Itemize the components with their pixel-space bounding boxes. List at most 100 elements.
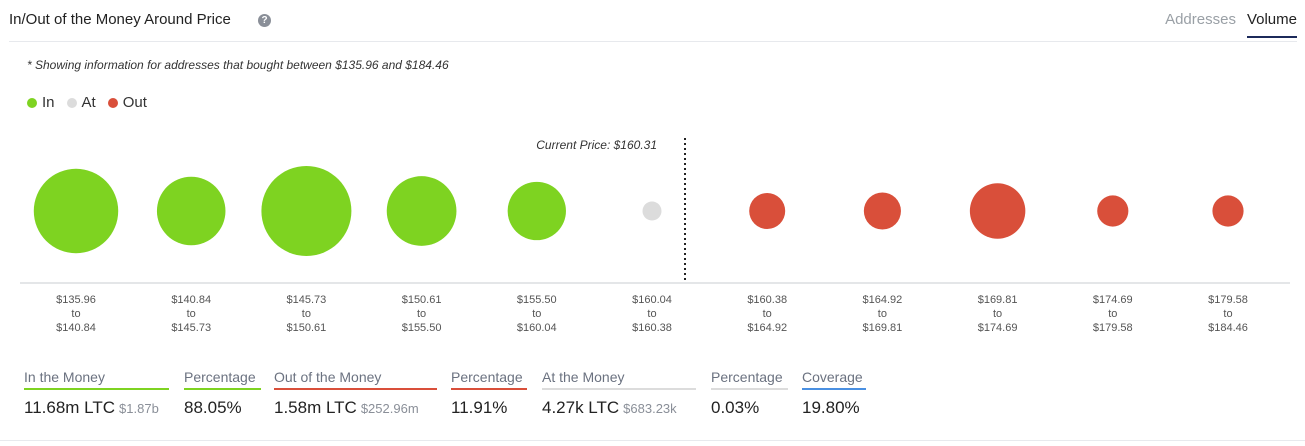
stat-underline	[274, 388, 437, 390]
footer-divider	[0, 440, 1305, 441]
stat-value: 19.80%	[802, 398, 866, 418]
stat-label: In the Money	[24, 369, 105, 385]
tab-addresses[interactable]: Addresses	[1165, 11, 1236, 28]
tick-label-from: $169.81	[978, 294, 1018, 306]
tick-label-to-word: to	[532, 308, 541, 320]
tick-label-from: $140.84	[171, 294, 211, 306]
stat-value: 88.05%	[184, 398, 261, 418]
legend-dot-out	[107, 97, 118, 108]
stat-label: At the Money	[542, 369, 625, 385]
stat-underline	[451, 388, 527, 390]
tick-label-from: $174.69	[1093, 294, 1133, 306]
help-icon[interactable]: ?	[258, 14, 271, 27]
stat-in-the-money: In the Money 11.68m LTC $1.87b	[24, 369, 169, 418]
legend-label-at: At	[81, 94, 96, 111]
tick-label-to-word: to	[302, 308, 311, 320]
legend-item-out[interactable]: Out	[107, 94, 147, 111]
stat-sub-value: $1.87b	[119, 401, 159, 416]
stat-underline	[711, 388, 788, 390]
stat-in-percentage: Percentage 88.05%	[184, 369, 261, 418]
bubble-in[interactable]	[261, 166, 352, 256]
header-divider	[9, 41, 1297, 42]
stat-main-value: 1.58m LTC	[274, 398, 357, 417]
stat-out-percentage: Percentage 11.91%	[451, 369, 527, 418]
tick-label-to: $140.84	[56, 322, 96, 334]
tick-label-to-word: to	[1108, 308, 1117, 320]
stat-coverage: Coverage 19.80%	[802, 369, 866, 418]
tick-label-from: $150.61	[402, 294, 442, 306]
legend-label-out: Out	[122, 94, 147, 111]
tick-label-from: $160.04	[632, 294, 672, 306]
bubble-in[interactable]	[507, 181, 566, 241]
stat-at-the-money: At the Money 4.27k LTC $683.23k	[542, 369, 696, 418]
stat-label: Coverage	[802, 369, 863, 385]
tick-label-from: $179.58	[1208, 294, 1248, 306]
tick-label-to: $160.04	[517, 322, 557, 334]
stat-main-value: 19.80%	[802, 398, 860, 417]
stat-main-value: 88.05%	[184, 398, 242, 417]
stat-value: 0.03%	[711, 398, 788, 418]
stat-out-of-the-money: Out of the Money 1.58m LTC $252.96m	[274, 369, 437, 418]
stat-value: 11.68m LTC $1.87b	[24, 398, 169, 418]
tick-label-to-word: to	[993, 308, 1002, 320]
stat-main-value: 11.68m LTC	[24, 398, 116, 417]
tick-label-to: $164.92	[747, 322, 787, 334]
view-tabs: Addresses Volume	[1154, 11, 1297, 38]
page-title: In/Out of the Money Around Price	[9, 11, 231, 28]
tick-label-to-word: to	[763, 308, 772, 320]
bubble-out[interactable]	[1097, 195, 1129, 227]
stat-label: Percentage	[184, 369, 256, 385]
bubble-chart: Current Price: $160.31 $135.96 to $140.84 $1…	[20, 138, 1290, 334]
tick-label-to-word: to	[1223, 308, 1232, 320]
tick-label-from: $145.73	[287, 294, 327, 306]
bubble-at[interactable]	[642, 201, 662, 221]
tick-label-from: $155.50	[517, 294, 557, 306]
stat-underline	[802, 388, 866, 390]
tick-label-to: $169.81	[863, 322, 903, 334]
range-note: * Showing information for addresses that…	[27, 58, 449, 72]
stat-value: 1.58m LTC $252.96m	[274, 398, 437, 418]
legend-dot-at	[66, 97, 77, 108]
bubble-in[interactable]	[156, 176, 226, 246]
tick-label-to-word: to	[71, 308, 80, 320]
stat-label: Out of the Money	[274, 369, 382, 385]
stat-label: Percentage	[711, 369, 783, 385]
tick-label-to: $155.50	[402, 322, 442, 334]
legend-item-in[interactable]: In	[27, 94, 55, 111]
tab-volume[interactable]: Volume	[1246, 11, 1297, 38]
legend-dot-in	[27, 97, 37, 108]
tick-label-to: $179.58	[1093, 322, 1133, 334]
bubble-in[interactable]	[33, 168, 119, 254]
legend-item-at[interactable]: At	[66, 94, 96, 111]
current-price-label: Current Price: $160.31	[536, 138, 657, 152]
stat-at-percentage: Percentage 0.03%	[711, 369, 788, 418]
bubble-out[interactable]	[863, 192, 901, 230]
stat-main-value: 11.91%	[451, 398, 508, 417]
tick-label-to-word: to	[878, 308, 887, 320]
tick-label-to-word: to	[187, 308, 196, 320]
stat-underline	[184, 388, 261, 390]
tick-label-from: $160.38	[747, 294, 787, 306]
stat-value: 11.91%	[451, 398, 527, 418]
bubble-out[interactable]	[1212, 195, 1244, 227]
bubble-out[interactable]	[749, 193, 786, 229]
tick-label-from: $135.96	[56, 294, 96, 306]
bubble-out[interactable]	[969, 183, 1026, 239]
tick-label-to: $150.61	[287, 322, 327, 334]
tick-label-to: $145.73	[171, 322, 211, 334]
legend-label-in: In	[42, 94, 55, 111]
tick-label-to-word: to	[647, 308, 656, 320]
tick-label-to: $160.38	[632, 322, 672, 334]
stat-value: 4.27k LTC $683.23k	[542, 398, 696, 418]
stat-main-value: 4.27k LTC	[542, 398, 620, 417]
stat-underline	[24, 388, 169, 390]
tick-label-from: $164.92	[863, 294, 903, 306]
stat-sub-value: $683.23k	[623, 401, 677, 416]
stat-main-value: 0.03%	[711, 398, 760, 417]
bubble-in[interactable]	[386, 176, 457, 246]
legend: In At Out	[27, 94, 159, 111]
stat-label: Percentage	[451, 369, 523, 385]
stat-sub-value: $252.96m	[360, 401, 419, 416]
tick-label-to-word: to	[417, 308, 426, 320]
stat-underline	[542, 388, 696, 390]
